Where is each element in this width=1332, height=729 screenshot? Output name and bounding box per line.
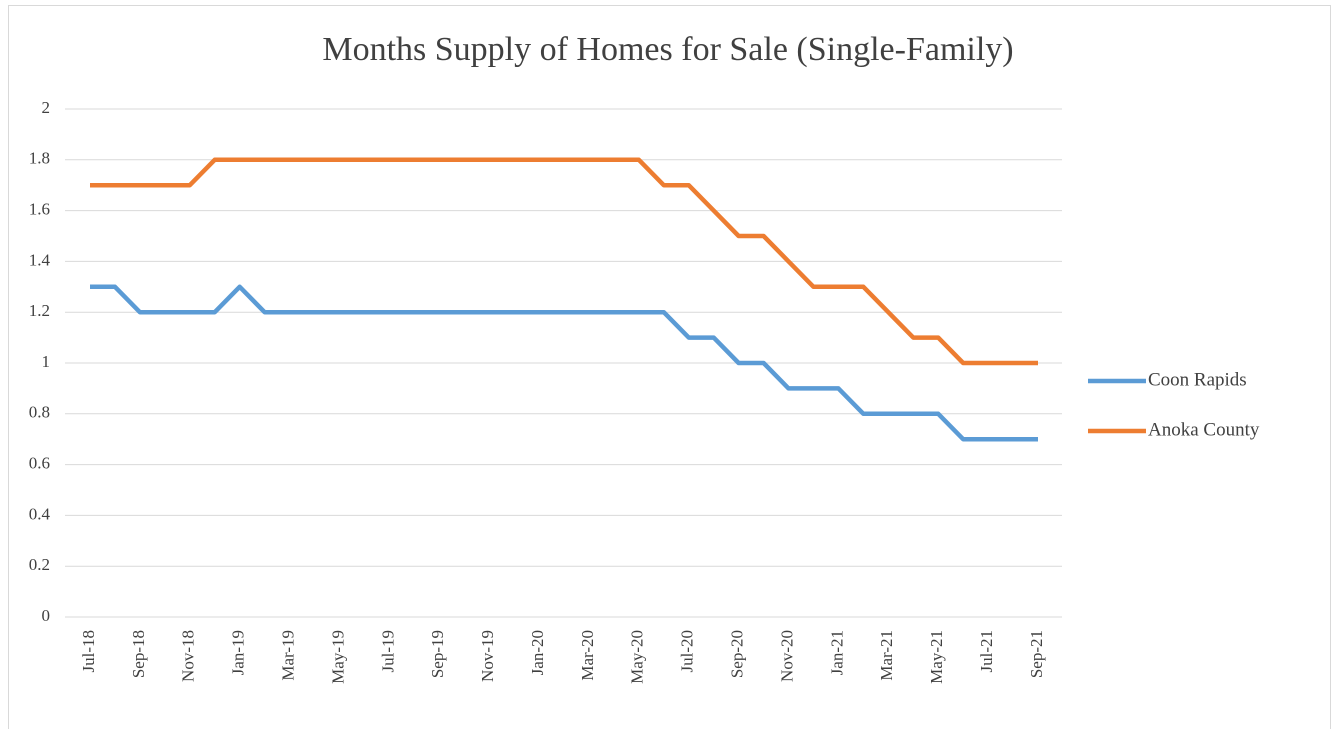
x-tick-label: Jan-20 bbox=[528, 630, 547, 675]
x-tick-label: Mar-20 bbox=[578, 630, 597, 681]
chart-frame bbox=[8, 5, 1331, 729]
x-tick-label: Sep-18 bbox=[129, 630, 148, 678]
y-tick-label: 1.2 bbox=[29, 301, 50, 320]
x-tick-label: Jan-21 bbox=[827, 630, 846, 675]
x-tick-label: Jul-19 bbox=[378, 630, 397, 673]
y-tick-label: 1.8 bbox=[29, 149, 50, 168]
x-tick-label: May-19 bbox=[328, 630, 347, 684]
x-tick-label: Jul-20 bbox=[678, 630, 697, 673]
x-tick-label: Nov-18 bbox=[179, 630, 198, 682]
y-tick-label: 0.8 bbox=[29, 403, 50, 422]
x-tick-label: Jul-21 bbox=[977, 630, 996, 673]
x-tick-label: Nov-19 bbox=[478, 630, 497, 682]
y-tick-label: 1 bbox=[42, 352, 51, 371]
x-tick-label: Sep-19 bbox=[428, 630, 447, 678]
y-tick-label: 0 bbox=[42, 606, 51, 625]
x-tick-label: Nov-20 bbox=[777, 630, 796, 682]
x-tick-label: Jul-18 bbox=[79, 630, 98, 673]
x-tick-label: Sep-21 bbox=[1027, 630, 1046, 678]
y-tick-label: 1.6 bbox=[29, 200, 50, 219]
series-line bbox=[90, 157, 1038, 366]
x-tick-label: May-21 bbox=[927, 630, 946, 684]
x-tick-label: Jan-19 bbox=[229, 630, 248, 675]
y-tick-label: 1.4 bbox=[29, 250, 51, 269]
y-tick-label: 0.6 bbox=[29, 454, 50, 473]
legend-label: Coon Rapids bbox=[1148, 369, 1247, 390]
x-tick-label: Sep-20 bbox=[728, 630, 747, 678]
x-tick-label: Mar-19 bbox=[278, 630, 297, 681]
legend-label: Anoka County bbox=[1148, 419, 1260, 440]
y-tick-label: 0.4 bbox=[29, 504, 51, 523]
x-tick-label: Mar-21 bbox=[877, 630, 896, 681]
x-tick-label: May-20 bbox=[628, 630, 647, 684]
series-line bbox=[90, 284, 1038, 442]
y-tick-label: 0.2 bbox=[29, 555, 50, 574]
y-tick-label: 2 bbox=[42, 98, 51, 117]
chart-title: Months Supply of Homes for Sale (Single-… bbox=[322, 31, 1013, 68]
